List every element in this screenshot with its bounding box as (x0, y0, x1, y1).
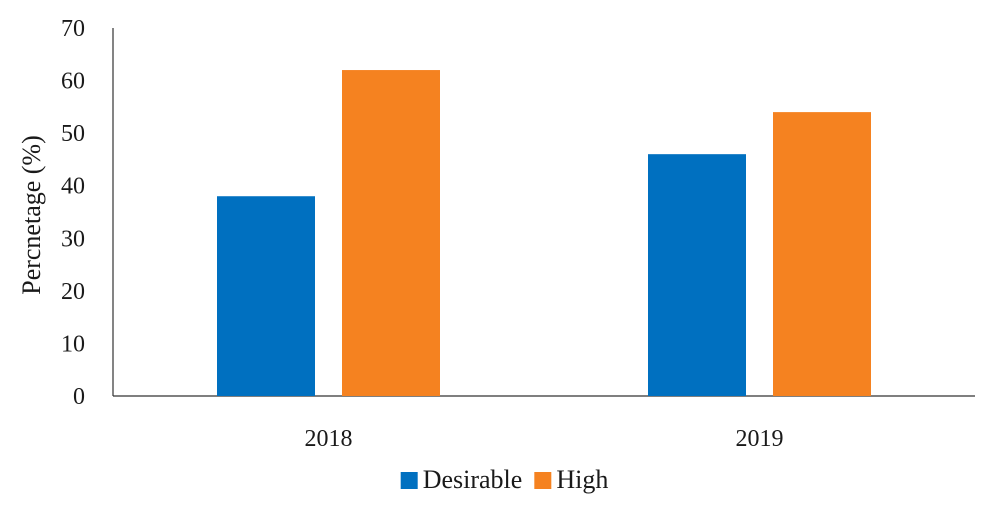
y-tick-label: 30 (61, 226, 85, 252)
y-tick-label: 10 (61, 331, 85, 357)
bar-high-2018 (342, 70, 440, 397)
legend: Desirable High (400, 465, 608, 494)
legend-label: High (556, 465, 608, 494)
legend-item-desirable: Desirable (400, 465, 523, 494)
bars (217, 70, 871, 397)
legend-swatch (534, 472, 552, 489)
bar-desirable-2018 (217, 196, 315, 396)
x-tick-label: 2019 (736, 426, 784, 452)
y-tick-label: 40 (61, 174, 85, 200)
y-tick-label: 70 (61, 16, 85, 42)
y-tick-label: 20 (61, 279, 85, 305)
bar-desirable-2019 (648, 154, 746, 396)
legend-label: Desirable (423, 465, 523, 494)
y-tick-label: 50 (61, 121, 85, 147)
legend-swatch (400, 472, 418, 489)
y-axis: 0 10 20 30 40 50 60 70 (61, 16, 114, 410)
bar-high-2019 (773, 112, 871, 396)
x-axis: 2018 2019 (113, 395, 975, 452)
x-tick-label: 2018 (305, 426, 353, 452)
y-axis-label: Percnetage (%) (17, 135, 46, 295)
y-tick-label: 0 (73, 384, 85, 410)
legend-item-high: High (534, 465, 608, 494)
y-tick-label: 60 (61, 69, 85, 95)
